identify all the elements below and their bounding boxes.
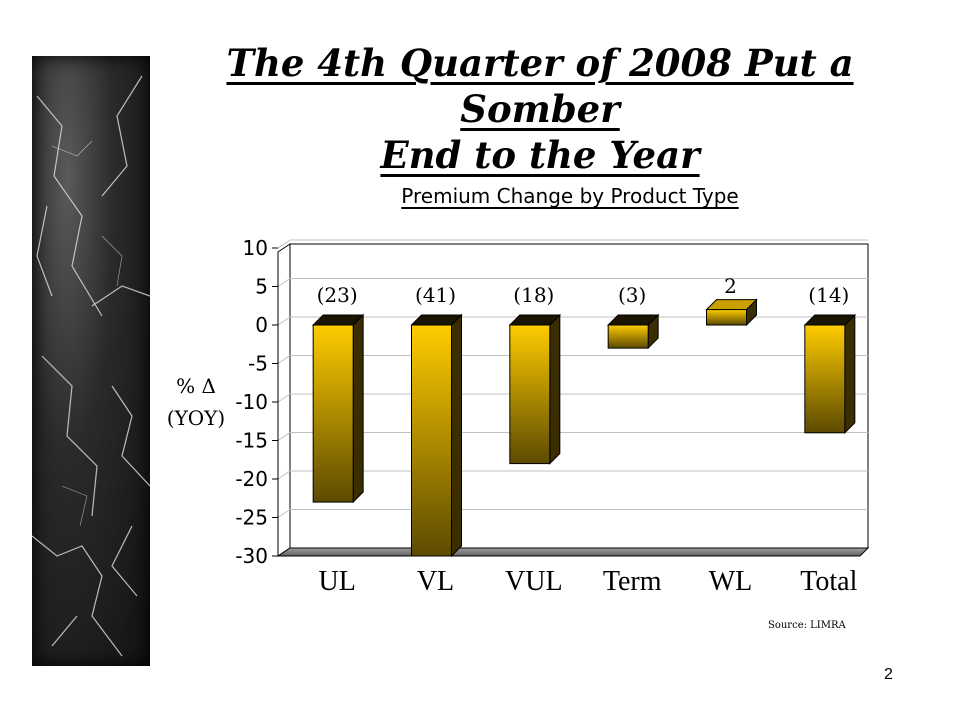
y-tick-label: 5 — [255, 275, 268, 299]
bar — [509, 324, 551, 465]
gridline-side — [277, 316, 291, 326]
x-tick-label: UL — [319, 566, 356, 597]
plot-back-wall — [289, 243, 869, 549]
bar — [607, 324, 649, 349]
title-line-2: End to the Year — [380, 133, 700, 177]
gridline-side — [277, 470, 291, 480]
plot-side-wall — [277, 243, 291, 557]
x-tick-label: Term — [603, 566, 662, 597]
bar — [804, 324, 846, 434]
plot-floor — [276, 547, 870, 557]
gridline-side — [277, 278, 291, 287]
gridline-side — [277, 239, 291, 249]
data-label: (41) — [415, 283, 456, 307]
marble-decoration — [32, 56, 150, 666]
y-tick-label: -10 — [235, 390, 268, 414]
data-label: (3) — [618, 283, 646, 307]
y-tick-label: -15 — [235, 429, 268, 453]
y-tick-label: -20 — [235, 467, 268, 491]
gridline-side — [277, 432, 291, 441]
y-axis-label: (YOY) — [167, 406, 225, 430]
x-tick-label: VL — [417, 566, 454, 597]
bar — [312, 324, 354, 503]
y-tick-label: -5 — [248, 352, 268, 376]
bar-side — [352, 313, 364, 504]
slide-title: The 4th Quarter of 2008 Put a Somber End… — [160, 40, 920, 178]
gridline-side — [277, 509, 291, 518]
x-tick-label: WL — [709, 566, 753, 597]
source-note: Source: LIMRA — [768, 620, 846, 631]
gridline-side — [277, 393, 291, 403]
x-tick-label: VUL — [505, 566, 563, 597]
data-label: (18) — [513, 283, 554, 307]
bar-side — [451, 313, 462, 558]
bar — [706, 309, 747, 326]
chart-title-text: Premium Change by Product Type — [401, 184, 739, 208]
data-label: 2 — [724, 274, 737, 298]
page-number: 2 — [884, 666, 893, 683]
y-tick-label: -30 — [235, 544, 268, 568]
bar — [411, 324, 452, 557]
y-axis-label: % Δ — [176, 374, 216, 398]
bar-side — [844, 313, 856, 435]
y-tick-label: 0 — [255, 313, 268, 337]
y-tick-label: 10 — [243, 236, 268, 260]
bar-side — [549, 313, 561, 465]
x-tick-label: Total — [800, 566, 857, 597]
data-label: (23) — [317, 283, 358, 307]
chart-title: Premium Change by Product Type — [340, 184, 800, 208]
gridline-side — [277, 355, 291, 364]
y-tick-label: -25 — [235, 506, 268, 530]
data-label: (14) — [808, 283, 849, 307]
title-line-1: The 4th Quarter of 2008 Put a Somber — [226, 41, 854, 131]
